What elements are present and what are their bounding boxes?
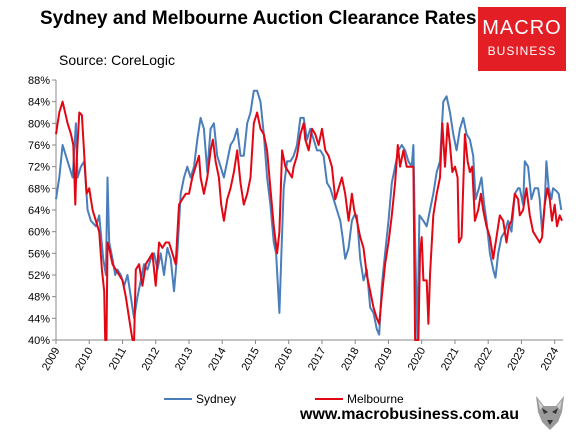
- x-tick-label: 2016: [273, 346, 296, 373]
- x-tick-label: 2010: [73, 346, 96, 373]
- chart-source: Source: CoreLogic: [59, 52, 175, 68]
- series-line-sydney: [55, 89, 563, 341]
- y-tick-label: 88%: [28, 75, 50, 87]
- x-tick-label: 2024: [539, 346, 562, 373]
- y-tick-label: 44%: [28, 313, 50, 325]
- x-tick-label: 2019: [372, 346, 395, 373]
- x-tick-label: 2012: [140, 346, 163, 373]
- logo-line-business: BUSINESS: [487, 44, 557, 58]
- legend-label-melbourne: Melbourne: [347, 392, 404, 406]
- x-tick-label: 2011: [107, 346, 129, 372]
- logo-line-macro: MACRO: [482, 17, 562, 39]
- chart-series: [55, 89, 563, 341]
- y-tick-label: 64%: [28, 205, 50, 217]
- y-tick-label: 52%: [28, 270, 50, 282]
- legend-label-sydney: Sydney: [196, 392, 236, 406]
- x-tick-label: 2021: [439, 346, 462, 373]
- y-tick-label: 60%: [28, 227, 50, 239]
- x-tick-label: 2013: [173, 346, 196, 373]
- x-tick-label: 2022: [472, 346, 495, 373]
- x-tick-label: 2017: [306, 346, 329, 373]
- y-tick-label: 40%: [28, 335, 50, 347]
- chart-title: Sydney and Melbourne Auction Clearance R…: [40, 8, 477, 29]
- series-line-melbourne: [55, 100, 563, 341]
- y-tick-label: 56%: [28, 248, 50, 260]
- footer-url: www.macrobusiness.com.au: [300, 406, 520, 423]
- x-tick-label: 2014: [206, 346, 229, 373]
- y-tick-label: 48%: [28, 292, 50, 304]
- x-tick-label: 2009: [40, 346, 63, 373]
- wolf-head-icon: [536, 396, 564, 430]
- x-tick-label: 2020: [406, 346, 429, 373]
- y-tick-label: 84%: [28, 97, 50, 109]
- chart-legend: Sydney Melbourne: [164, 392, 404, 406]
- x-tick-label: 2023: [505, 346, 528, 373]
- y-tick-label: 72%: [28, 162, 50, 174]
- y-tick-label: 80%: [28, 118, 50, 130]
- y-tick-label: 68%: [28, 183, 50, 195]
- x-tick-label: 2018: [339, 346, 362, 373]
- y-tick-label: 76%: [28, 140, 50, 152]
- macro-business-logo: MACRO BUSINESS: [478, 7, 566, 71]
- x-tick-label: 2015: [239, 346, 262, 373]
